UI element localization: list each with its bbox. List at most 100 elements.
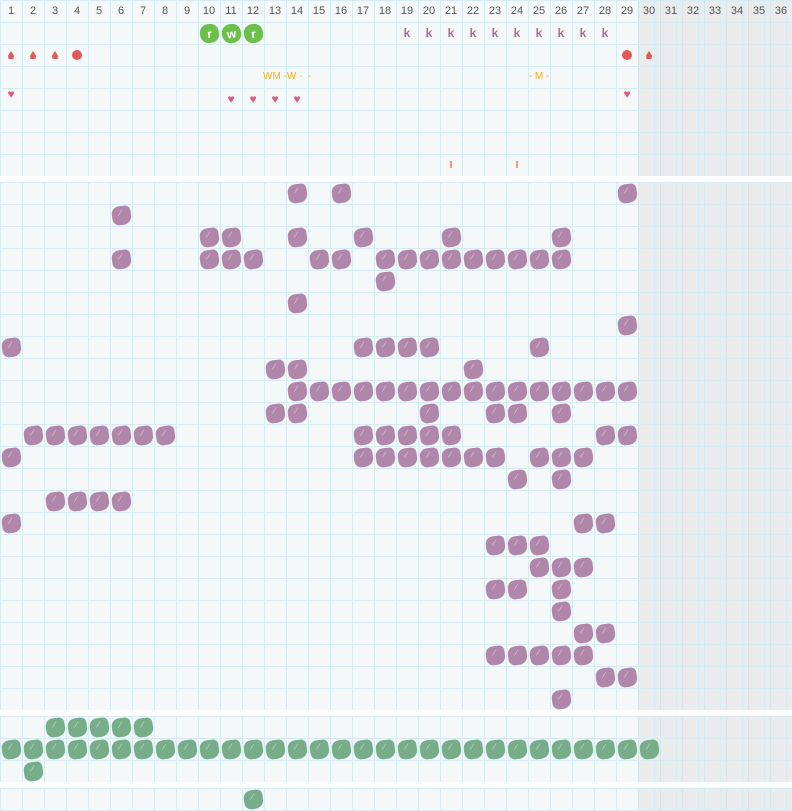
purple-entry-cell[interactable] [462,248,484,270]
green-entry-cell[interactable] [44,738,66,760]
green-entry-cell[interactable] [44,716,66,738]
purple-entry-cell[interactable] [418,402,440,424]
green-entry-cell[interactable] [242,738,264,760]
purple-entry-cell[interactable] [418,446,440,468]
purple-entry-cell[interactable] [550,600,572,622]
blood-drop-icon-cell[interactable] [22,44,44,66]
blood-dot-icon-cell[interactable] [66,44,88,66]
green-entry-cell[interactable] [132,738,154,760]
green-entry-cell[interactable] [484,738,506,760]
purple-entry-cell[interactable] [594,424,616,446]
blood-drop-icon-cell[interactable] [44,44,66,66]
purple-entry-cell[interactable] [616,666,638,688]
purple-entry-cell[interactable] [528,336,550,358]
purple-entry-cell[interactable] [330,380,352,402]
blood-drop-icon-cell[interactable] [638,44,660,66]
purple-entry-cell[interactable] [528,380,550,402]
heart-icon-cell[interactable]: ♥ [242,88,264,110]
green-entry-cell[interactable] [396,738,418,760]
purple-entry-cell[interactable] [572,622,594,644]
purple-entry-cell[interactable] [220,248,242,270]
green-entry-cell[interactable] [616,738,638,760]
purple-entry-cell[interactable] [286,402,308,424]
purple-entry-cell[interactable] [418,424,440,446]
purple-entry-cell[interactable] [594,622,616,644]
blood-drop-icon-cell[interactable] [0,44,22,66]
purple-entry-cell[interactable] [286,358,308,380]
purple-entry-cell[interactable] [132,424,154,446]
purple-entry-cell[interactable] [352,226,374,248]
purple-entry-cell[interactable] [550,644,572,666]
purple-entry-cell[interactable] [484,402,506,424]
purple-entry-cell[interactable] [550,402,572,424]
purple-entry-cell[interactable] [110,424,132,446]
purple-entry-cell[interactable] [484,534,506,556]
k-mark-cell[interactable]: k [418,22,440,44]
purple-entry-cell[interactable] [484,644,506,666]
purple-entry-cell[interactable] [462,380,484,402]
green-entry-cell[interactable] [418,738,440,760]
green-entry-cell[interactable] [242,788,264,810]
purple-entry-cell[interactable] [528,534,550,556]
purple-entry-cell[interactable] [374,424,396,446]
purple-entry-cell[interactable] [506,380,528,402]
purple-entry-cell[interactable] [220,226,242,248]
green-entry-cell[interactable] [264,738,286,760]
green-entry-cell[interactable] [638,738,660,760]
purple-entry-cell[interactable] [396,424,418,446]
purple-entry-cell[interactable] [374,380,396,402]
green-entry-cell[interactable] [176,738,198,760]
purple-entry-cell[interactable] [418,336,440,358]
purple-entry-cell[interactable] [506,402,528,424]
purple-entry-cell[interactable] [572,644,594,666]
purple-entry-cell[interactable] [616,314,638,336]
purple-entry-cell[interactable] [572,446,594,468]
green-entry-cell[interactable] [462,738,484,760]
green-entry-cell[interactable] [506,738,528,760]
purple-entry-cell[interactable] [0,336,22,358]
purple-entry-cell[interactable] [44,490,66,512]
purple-entry-cell[interactable] [286,380,308,402]
purple-entry-cell[interactable] [506,468,528,490]
purple-entry-cell[interactable] [286,226,308,248]
purple-entry-cell[interactable] [506,534,528,556]
purple-entry-cell[interactable] [528,644,550,666]
purple-entry-cell[interactable] [594,512,616,534]
purple-entry-cell[interactable] [484,578,506,600]
purple-entry-cell[interactable] [264,358,286,380]
purple-entry-cell[interactable] [594,380,616,402]
purple-entry-cell[interactable] [0,512,22,534]
purple-entry-cell[interactable] [44,424,66,446]
purple-entry-cell[interactable] [616,182,638,204]
purple-entry-cell[interactable] [440,248,462,270]
purple-entry-cell[interactable] [352,424,374,446]
green-entry-cell[interactable] [572,738,594,760]
purple-entry-cell[interactable] [550,578,572,600]
k-mark-cell[interactable]: k [550,22,572,44]
green-entry-cell[interactable] [220,738,242,760]
purple-entry-cell[interactable] [396,248,418,270]
blood-dot-icon-cell[interactable] [616,44,638,66]
purple-entry-cell[interactable] [616,380,638,402]
purple-entry-cell[interactable] [616,424,638,446]
purple-entry-cell[interactable] [22,424,44,446]
purple-entry-cell[interactable] [418,248,440,270]
green-entry-cell[interactable] [154,738,176,760]
purple-entry-cell[interactable] [198,226,220,248]
k-mark-cell[interactable]: k [440,22,462,44]
green-entry-cell[interactable] [440,738,462,760]
green-entry-cell[interactable] [110,716,132,738]
purple-entry-cell[interactable] [374,270,396,292]
green-entry-cell[interactable] [88,738,110,760]
purple-entry-cell[interactable] [0,446,22,468]
heart-icon-cell[interactable]: ♥ [264,88,286,110]
purple-entry-cell[interactable] [374,336,396,358]
purple-entry-cell[interactable] [330,182,352,204]
green-entry-cell[interactable] [286,738,308,760]
purple-entry-cell[interactable] [352,336,374,358]
purple-entry-cell[interactable] [550,468,572,490]
purple-entry-cell[interactable] [462,446,484,468]
purple-entry-cell[interactable] [440,226,462,248]
purple-entry-cell[interactable] [440,446,462,468]
k-mark-cell[interactable]: k [462,22,484,44]
